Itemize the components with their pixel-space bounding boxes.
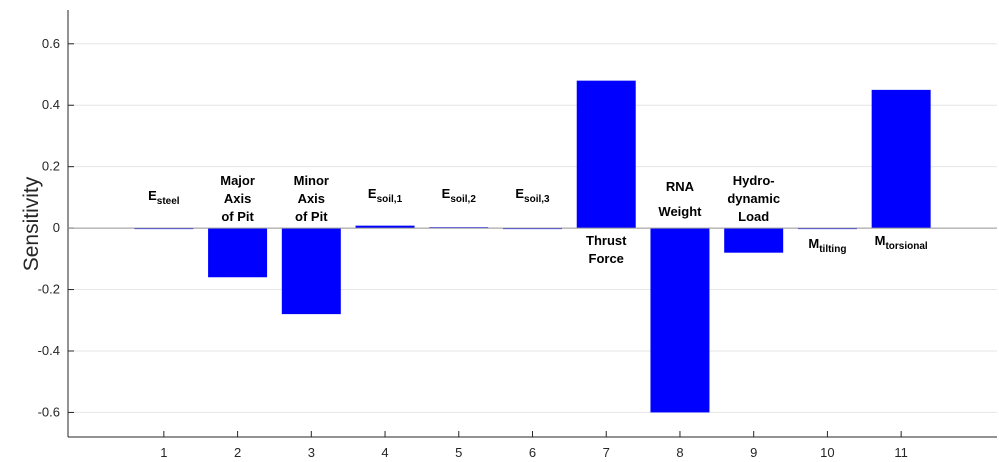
annotation-sub: steel	[157, 196, 180, 207]
y-tick-label: 0.4	[42, 97, 60, 112]
annotation-main: E	[515, 186, 524, 201]
annotation-sub: soil,2	[450, 194, 476, 205]
annotation: of Pit	[295, 209, 328, 224]
x-tick-label: 11	[894, 445, 908, 460]
x-tick-label: 10	[820, 445, 834, 460]
annotation: Minor	[294, 173, 329, 188]
bar	[650, 228, 710, 413]
bar	[355, 225, 415, 229]
annotation-sub: torsional	[885, 241, 927, 252]
annotation: Esoil,2	[442, 186, 477, 205]
bar	[208, 228, 268, 278]
y-tick-label: -0.6	[38, 404, 60, 419]
annotation: Mtilting	[808, 236, 846, 255]
x-tick-label: 9	[750, 445, 757, 460]
annotation-main: M	[808, 236, 819, 251]
x-tick-label: 7	[603, 445, 610, 460]
annotation-main: E	[148, 188, 157, 203]
annotation: Weight	[658, 204, 702, 219]
annotation: dynamic	[727, 191, 780, 206]
bar	[576, 80, 636, 229]
annotation: RNA	[666, 179, 695, 194]
x-tick-label: 3	[308, 445, 315, 460]
x-tick-label: 5	[455, 445, 462, 460]
x-tick-label: 4	[381, 445, 388, 460]
annotation: Mtorsional	[875, 233, 928, 252]
annotation: Esteel	[148, 188, 180, 207]
annotation: Major	[220, 173, 255, 188]
y-tick-label: 0.2	[42, 159, 60, 174]
y-tick-label: -0.4	[38, 343, 60, 358]
y-tick-label: 0	[53, 220, 60, 235]
annotation: Esoil,3	[515, 186, 550, 205]
annotation: Esoil,1	[368, 186, 403, 205]
annotation: Thrust	[586, 233, 627, 248]
annotation: Axis	[298, 191, 325, 206]
annotation-sub: soil,3	[524, 194, 550, 205]
x-tick-label: 1	[160, 445, 167, 460]
y-tick-label: -0.2	[38, 282, 60, 297]
annotation-sub: soil,1	[377, 194, 403, 205]
annotation: Axis	[224, 191, 251, 206]
y-axis-label: Sensitivity	[20, 176, 43, 271]
bar	[871, 89, 931, 229]
annotation-sub: tilting	[819, 244, 846, 255]
annotation: of Pit	[221, 209, 254, 224]
bar	[281, 228, 341, 315]
annotation-main: M	[875, 233, 886, 248]
x-tick-label: 2	[234, 445, 241, 460]
annotation: Force	[589, 251, 624, 266]
bar	[724, 228, 784, 253]
annotation: Load	[738, 209, 769, 224]
y-tick-label: 0.6	[42, 36, 60, 51]
annotation-main: E	[442, 186, 451, 201]
x-tick-label: 8	[676, 445, 683, 460]
x-tick-label: 6	[529, 445, 536, 460]
annotation-main: E	[368, 186, 377, 201]
annotation: Hydro-	[733, 173, 775, 188]
